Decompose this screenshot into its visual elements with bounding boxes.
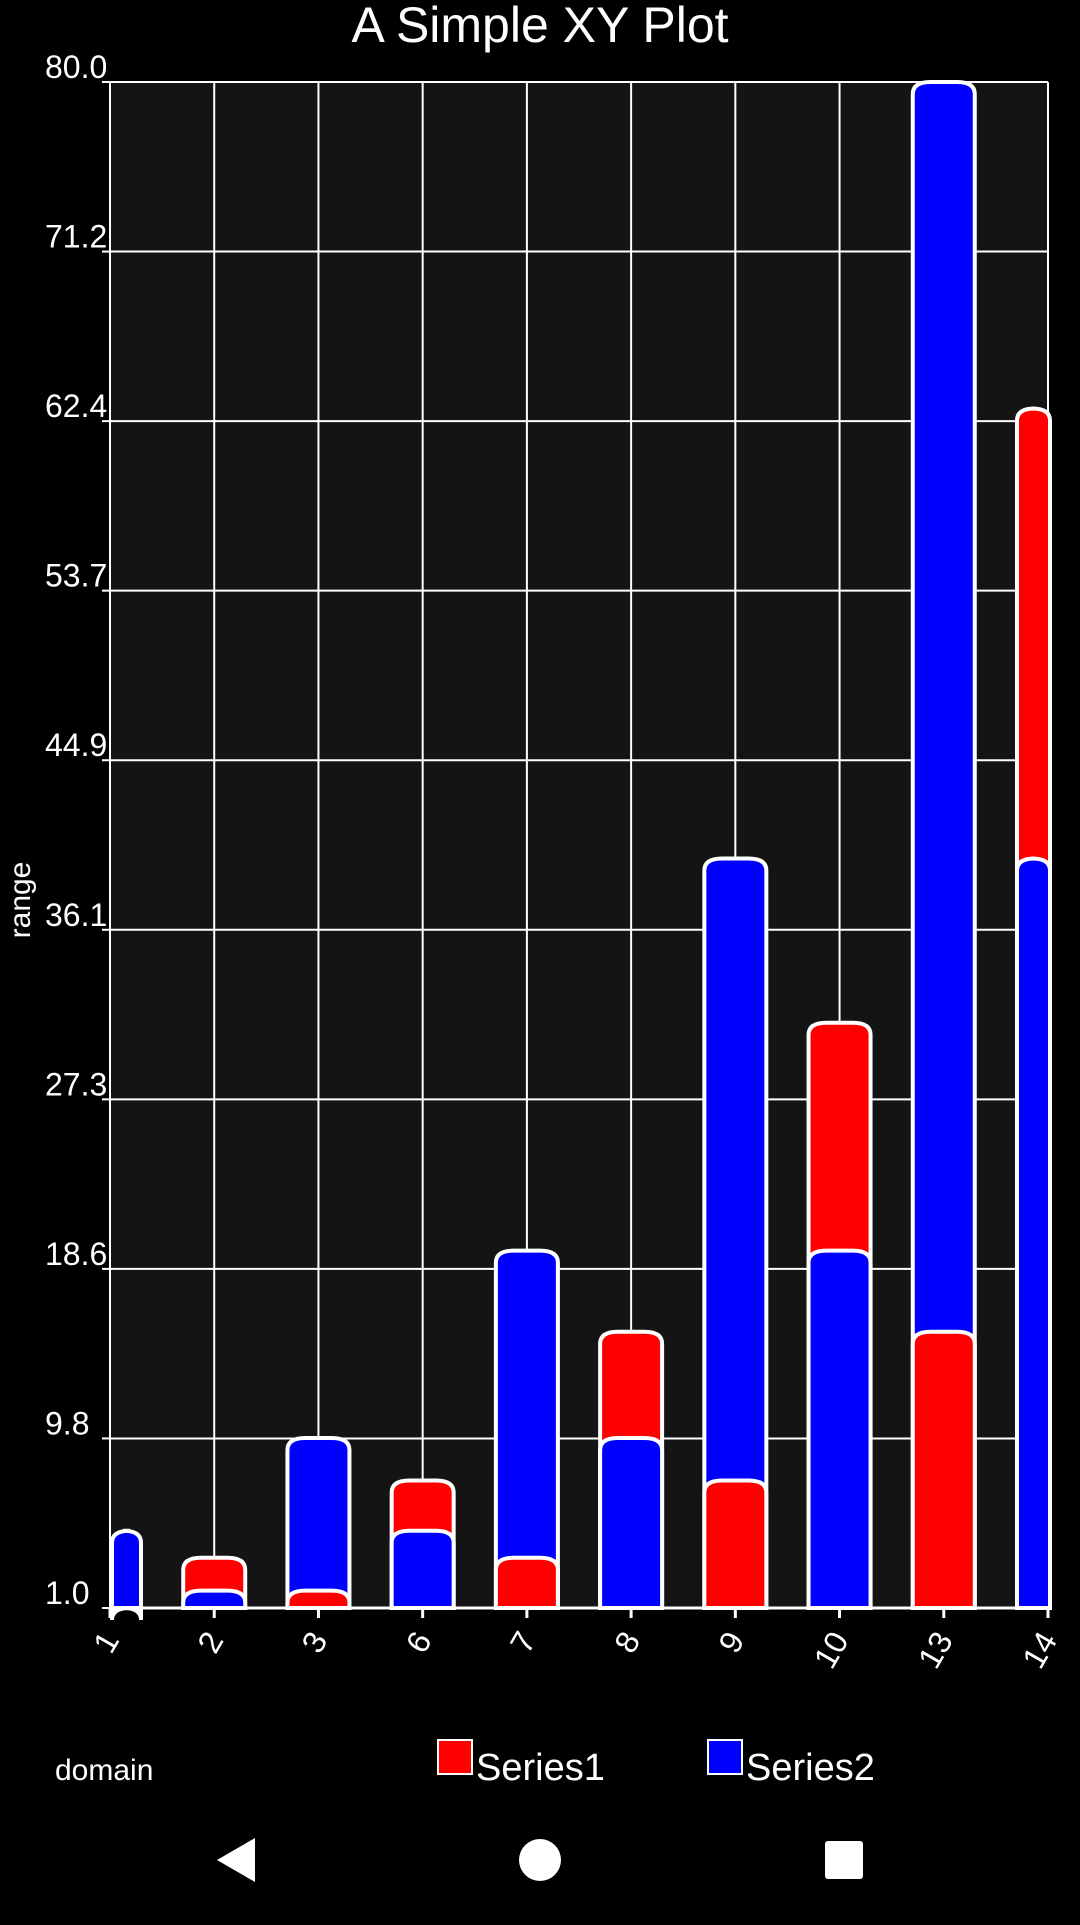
y-tick-label: 44.9 [45, 727, 107, 763]
bar-series2-14 [1015, 856, 1052, 1610]
bar-series1-3 [285, 1588, 352, 1610]
bar-series1-13 [910, 1329, 977, 1610]
recents-icon[interactable] [804, 1820, 884, 1900]
chart-title: A Simple XY Plot [351, 0, 728, 53]
bar-series2-2 [181, 1588, 248, 1610]
y-tick-label: 1.0 [45, 1575, 89, 1611]
bar-series2-9 [702, 856, 769, 1610]
y-tick-label: 36.1 [45, 897, 107, 933]
bar-series2-6 [389, 1528, 456, 1610]
y-tick-label: 71.2 [45, 219, 107, 255]
y-tick-label: 18.6 [45, 1236, 107, 1272]
y-tick-label: 53.7 [45, 558, 107, 594]
bar-series2-10 [806, 1248, 873, 1610]
bar-series2-13 [910, 80, 977, 1610]
y-axis-label: range [4, 862, 37, 939]
home-icon[interactable] [500, 1820, 580, 1900]
y-tick-label: 80.0 [45, 49, 107, 85]
chart: 1.09.818.627.336.144.953.762.471.280.01 2… [4, 0, 1065, 1789]
legend-label-series2: Series2 [746, 1747, 875, 1789]
bar-series1-9 [702, 1478, 769, 1610]
y-tick-label: 27.3 [45, 1066, 107, 1102]
bar-series2-8 [598, 1436, 665, 1610]
bar-series2-3 [285, 1436, 352, 1610]
y-tick-label: 62.4 [45, 388, 107, 424]
legend-swatch-series2 [707, 1739, 743, 1775]
x-axis-label: domain [55, 1754, 153, 1787]
legend: Series1 Series2 [437, 1739, 875, 1789]
bar-series2-1 [110, 1528, 143, 1610]
bar-series1-7 [493, 1555, 560, 1610]
back-icon[interactable] [200, 1820, 280, 1900]
legend-swatch-series1 [437, 1739, 473, 1775]
y-tick-label: 9.8 [45, 1405, 89, 1441]
legend-label-series1: Series1 [476, 1747, 605, 1789]
plot-area [110, 82, 1048, 1608]
bar-series2-7 [493, 1248, 560, 1610]
